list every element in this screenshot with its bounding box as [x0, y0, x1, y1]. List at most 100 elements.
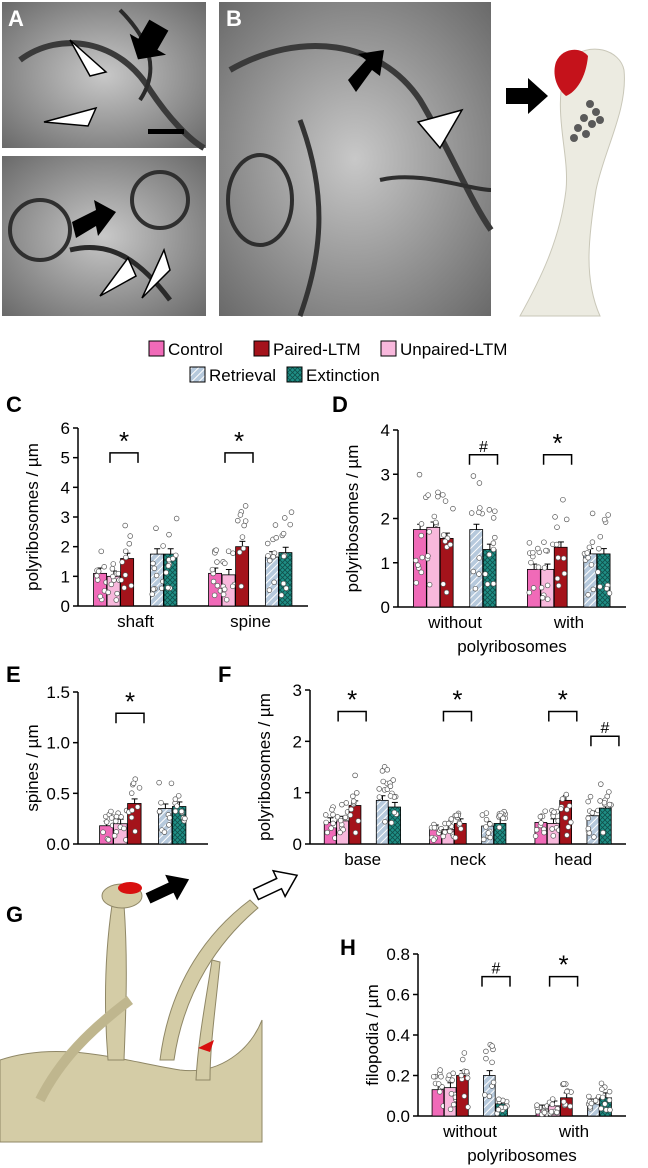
x-tick-label: base — [344, 850, 381, 869]
significance-marker: * — [347, 685, 357, 715]
data-point — [113, 597, 120, 603]
data-point — [128, 582, 134, 589]
data-point — [223, 596, 230, 603]
data-point — [430, 1073, 437, 1080]
data-point — [597, 798, 603, 804]
data-point — [337, 817, 344, 824]
data-point — [586, 1093, 592, 1100]
data-point — [272, 522, 279, 528]
chart-h: 0.0 0.2 0.4 0.6 0.8 filopodia / µm without with… — [363, 945, 626, 1165]
data-point — [431, 513, 438, 520]
significance-marker: * — [452, 685, 462, 715]
legend-swatch-unpaired-ltm — [380, 340, 397, 357]
data-point — [237, 512, 244, 518]
chart-d: 0 1 2 3 4 polyribosomes / µm without with polyri… — [343, 421, 626, 656]
data-point — [153, 572, 160, 579]
data-point — [549, 826, 555, 832]
data-point — [270, 553, 276, 560]
x-axis-label: polyribosomes — [457, 637, 567, 656]
data-point — [554, 1109, 560, 1116]
data-point — [486, 551, 493, 558]
white-arrow-g — [252, 869, 299, 901]
data-point — [95, 568, 102, 575]
data-point — [476, 480, 483, 486]
data-point — [606, 1088, 613, 1095]
data-point — [584, 550, 590, 556]
data-point — [128, 814, 135, 821]
data-point — [539, 595, 546, 601]
data-point — [168, 780, 175, 787]
data-point — [118, 577, 125, 583]
white-arrowhead-a2 — [43, 106, 98, 127]
significance-marker: # — [479, 439, 488, 456]
data-point — [437, 1067, 443, 1073]
y-tick-label: 2 — [381, 510, 390, 529]
data-point — [458, 826, 464, 832]
data-point — [548, 1109, 555, 1115]
data-point — [535, 1108, 541, 1115]
data-point — [241, 522, 247, 529]
data-point — [209, 566, 216, 573]
data-point — [448, 816, 455, 822]
data-point — [485, 830, 492, 836]
data-point — [390, 777, 396, 783]
significance-marker: * — [553, 428, 563, 458]
white-arrowhead-b — [416, 108, 464, 150]
scale-bar — [148, 129, 184, 134]
y-tick-label: 3 — [381, 465, 390, 484]
data-point — [597, 533, 604, 540]
data-point — [350, 798, 357, 804]
red-arrowhead-g — [198, 1040, 214, 1052]
data-point — [486, 507, 493, 513]
data-point — [590, 586, 597, 593]
data-point — [606, 1097, 613, 1103]
significance-marker: * — [234, 426, 244, 456]
data-point — [482, 1092, 488, 1098]
data-point — [452, 834, 459, 841]
data-point — [283, 585, 289, 592]
significance-bracket — [115, 712, 145, 724]
significance-marker: * — [558, 685, 568, 715]
legend-swatch-retrieval — [189, 366, 206, 383]
data-point — [119, 559, 125, 565]
data-point — [528, 559, 534, 566]
data-point — [487, 821, 493, 827]
data-point — [182, 815, 188, 822]
data-point — [532, 833, 539, 839]
legend-swatch-extinction — [286, 366, 303, 383]
data-point — [235, 517, 241, 524]
data-point — [535, 545, 541, 552]
data-point — [352, 829, 359, 836]
data-point — [596, 545, 602, 552]
data-point — [567, 1103, 573, 1110]
data-point — [150, 586, 157, 592]
data-point — [595, 569, 601, 575]
data-point — [588, 1100, 595, 1107]
black-arrow-3d — [506, 78, 548, 114]
data-point — [445, 820, 452, 827]
data-point — [425, 553, 431, 559]
data-point — [483, 1055, 489, 1062]
data-point — [178, 808, 185, 815]
data-point — [172, 808, 179, 815]
data-point — [354, 790, 360, 796]
data-point — [391, 809, 398, 816]
data-point — [605, 512, 611, 518]
data-point — [121, 585, 127, 591]
data-point — [553, 541, 560, 548]
panel-letter-c: C — [6, 392, 22, 417]
data-point — [442, 498, 449, 504]
data-point — [526, 540, 533, 546]
data-point — [476, 555, 482, 561]
data-point — [273, 535, 280, 541]
data-point — [376, 786, 382, 792]
chart-f: 0 1 2 3 polyribosomes / µm base neck head * * * # — [255, 681, 626, 869]
data-point — [496, 1096, 502, 1103]
panel-letter-e: E — [6, 662, 21, 687]
data-point — [108, 815, 115, 821]
data-point — [490, 515, 497, 521]
y-tick-label: 0.0 — [46, 835, 70, 854]
data-point — [418, 532, 425, 539]
data-point — [113, 818, 119, 824]
